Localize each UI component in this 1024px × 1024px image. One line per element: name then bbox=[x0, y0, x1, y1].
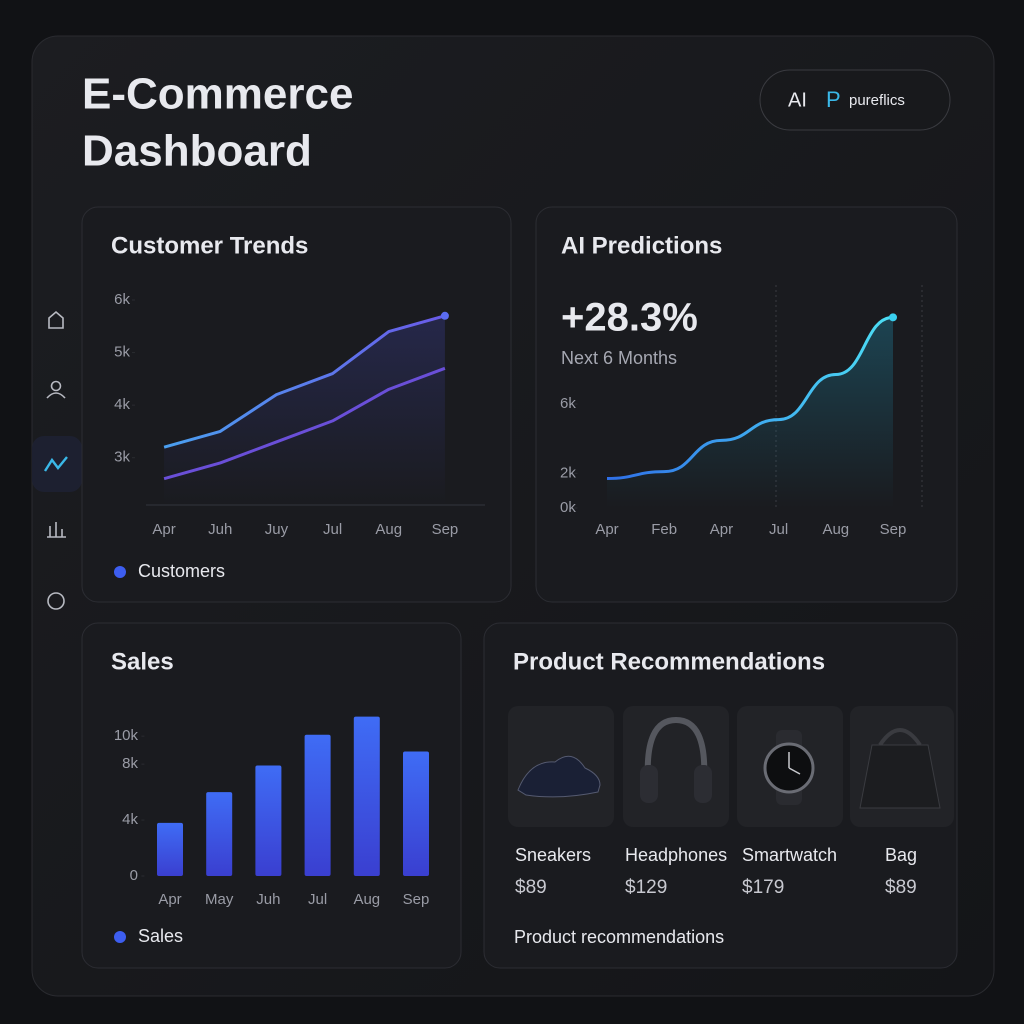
x-tick-label: Juy bbox=[265, 521, 289, 538]
x-tick-label: Apr bbox=[158, 891, 181, 908]
x-tick-label: Aug bbox=[822, 521, 849, 538]
x-tick-label: Feb bbox=[651, 521, 677, 538]
page-title: E-Commerce bbox=[82, 70, 353, 119]
headphone-cup bbox=[694, 765, 712, 803]
bar bbox=[255, 765, 282, 876]
legend-dot bbox=[114, 566, 126, 578]
bar bbox=[157, 822, 183, 876]
x-tick-label: Juh bbox=[208, 521, 232, 538]
y-tick-label: 8k bbox=[122, 755, 138, 772]
nav-settings[interactable] bbox=[47, 592, 65, 610]
bag-handle bbox=[878, 728, 922, 747]
product-name: Smartwatch bbox=[742, 845, 837, 865]
bar bbox=[353, 716, 380, 876]
y-tick-label: 6k bbox=[114, 291, 130, 308]
x-tick-label: Aug bbox=[353, 891, 380, 908]
bar bbox=[206, 792, 233, 876]
x-tick-label: Juh bbox=[256, 891, 280, 908]
product-price: $129 bbox=[625, 877, 667, 898]
x-tick-label: Apr bbox=[710, 521, 733, 538]
nav-user[interactable] bbox=[50, 380, 62, 392]
bar bbox=[304, 734, 331, 876]
sneaker-icon bbox=[517, 755, 601, 798]
nav-bars[interactable] bbox=[47, 522, 66, 538]
badge-ai: AI bbox=[788, 89, 807, 111]
y-tick-label: 4k bbox=[122, 811, 138, 828]
subtitle: Next 6 Months bbox=[561, 348, 677, 368]
x-tick-label: Jul bbox=[769, 521, 788, 538]
y-tick-label: 3k bbox=[114, 449, 130, 466]
nav-active-bg bbox=[32, 436, 82, 492]
product-name: Bag bbox=[885, 845, 917, 865]
x-tick-label: Apr bbox=[152, 521, 175, 538]
bar bbox=[403, 751, 429, 876]
headphone-icon bbox=[644, 716, 708, 781]
card-title: Sales bbox=[111, 648, 174, 675]
nav-user-body bbox=[46, 392, 66, 399]
x-tick-label: Sep bbox=[403, 891, 430, 908]
x-tick-label: Sep bbox=[432, 521, 459, 538]
product-price: $89 bbox=[515, 877, 547, 898]
nav-home[interactable] bbox=[48, 310, 64, 329]
badge-logo: P bbox=[826, 87, 841, 112]
product-price: $179 bbox=[742, 877, 784, 898]
nav bbox=[32, 310, 82, 610]
watch-hands bbox=[788, 752, 801, 775]
x-tick-label: Sep bbox=[880, 521, 907, 538]
end-dot bbox=[889, 313, 897, 322]
x-tick-label: Aug bbox=[375, 521, 402, 538]
card-title: Product Recommendations bbox=[513, 648, 825, 675]
product-tile[interactable] bbox=[623, 706, 729, 827]
end-dot bbox=[440, 311, 449, 320]
x-tick-label: Apr bbox=[595, 521, 618, 538]
page-title: Dashboard bbox=[82, 127, 312, 176]
y-tick-label: 5k bbox=[114, 344, 130, 361]
y-tick-label: 10k bbox=[114, 727, 139, 744]
legend-dot bbox=[114, 931, 126, 943]
headphone-cup bbox=[640, 765, 658, 803]
headline: +28.3% bbox=[561, 296, 698, 340]
product-name: Headphones bbox=[625, 845, 727, 865]
products-footer: Product recommendations bbox=[514, 927, 724, 947]
y-tick-label: 2k bbox=[560, 464, 576, 481]
y-tick-label: 4k bbox=[114, 396, 130, 413]
card-title: AI Predictions bbox=[561, 232, 722, 259]
y-tick-label: 0k bbox=[560, 499, 576, 516]
x-tick-label: May bbox=[205, 891, 234, 908]
nav-trends[interactable] bbox=[43, 456, 68, 472]
y-tick-label: 0 bbox=[130, 867, 138, 884]
x-tick-label: Jul bbox=[323, 521, 342, 538]
line bbox=[163, 366, 446, 481]
legend-label: Sales bbox=[138, 926, 183, 946]
product-tiles bbox=[508, 706, 954, 827]
line bbox=[163, 314, 446, 449]
product-name: Sneakers bbox=[515, 845, 591, 865]
bag-icon bbox=[859, 744, 941, 809]
card bbox=[535, 206, 958, 603]
area bbox=[607, 317, 893, 508]
x-tick-label: Jul bbox=[308, 891, 327, 908]
y-tick-label: 6k bbox=[560, 395, 576, 412]
line bbox=[606, 315, 894, 481]
card-title: Customer Trends bbox=[111, 232, 308, 259]
badge-brand: pureflics bbox=[849, 92, 905, 109]
product-price: $89 bbox=[885, 877, 917, 898]
legend-label: Customers bbox=[138, 561, 225, 581]
brand-badge[interactable] bbox=[759, 69, 951, 131]
